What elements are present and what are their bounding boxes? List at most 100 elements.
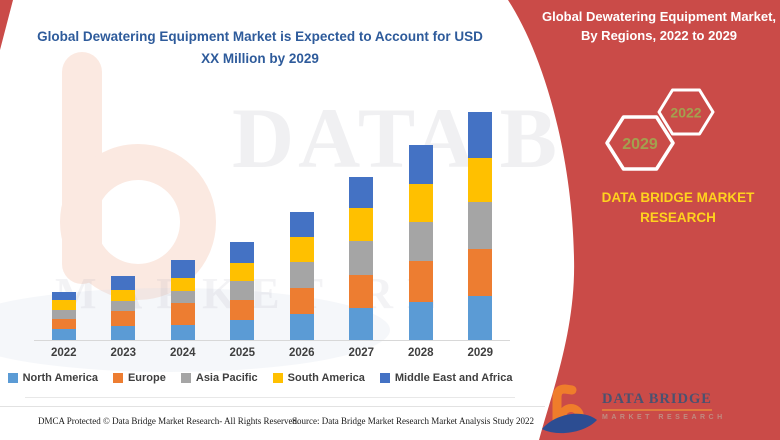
legend-label: Asia Pacific	[195, 372, 258, 384]
hexagon-2022	[657, 88, 715, 136]
bar-segment-north-america-2025	[230, 320, 255, 340]
side-panel-title: Global Dewatering Equipment Market, By R…	[541, 9, 777, 43]
side-panel-brand: DATA BRIDGE MARKET RESEARCH	[582, 188, 774, 229]
bar-segment-south-america-2022	[51, 300, 76, 310]
bar-segment-europe-2027	[349, 275, 374, 308]
bar-segment-asia-pacific-2028	[408, 222, 433, 261]
hexagon-2029	[605, 115, 675, 171]
bar-segment-north-america-2023	[111, 325, 136, 340]
footer-copyright: DMCA Protected © Data Bridge Market Rese…	[38, 416, 300, 426]
bar-group-2025: 2025	[213, 85, 273, 359]
stacked-bar-2025	[230, 242, 255, 340]
legend-swatch-icon	[180, 373, 191, 383]
bar-segment-europe-2029	[468, 248, 493, 296]
footer-source: Source: Data Bridge Market Research Mark…	[292, 416, 534, 426]
x-axis-label-2029: 2029	[467, 347, 494, 359]
stacked-bar-2028	[408, 145, 433, 340]
legend-item-middle-east-and-africa: Middle East and Africa	[379, 372, 513, 384]
legend-item-europe: Europe	[112, 372, 166, 384]
bar-group-2028: 2028	[391, 85, 451, 359]
legend-item-asia-pacific: Asia Pacific	[180, 372, 258, 384]
legend-swatch-icon	[379, 373, 390, 383]
plot-area: 2022 2023 2024 2025 2026 2027 2028 2029	[34, 85, 511, 359]
bar-segment-europe-2028	[408, 261, 433, 302]
x-axis-label-2023: 2023	[110, 347, 137, 359]
bar-segment-europe-2022	[51, 318, 76, 329]
stacked-bar-2029	[468, 111, 493, 340]
footer-divider-line	[0, 406, 545, 407]
logo-subtitle: MARKET RESEARCH	[602, 414, 726, 421]
bar-segment-asia-pacific-2027	[349, 240, 374, 275]
bar-segment-europe-2026	[289, 287, 314, 314]
bar-group-2022: 2022	[34, 85, 94, 359]
bar-segment-asia-pacific-2026	[289, 262, 314, 288]
bar-segment-south-america-2026	[289, 236, 314, 262]
bar-segment-asia-pacific-2023	[111, 301, 136, 311]
hexagon-2029-label: 2029	[622, 136, 658, 153]
bar-segment-north-america-2028	[408, 301, 433, 340]
bar-group-2023: 2023	[94, 85, 154, 359]
x-axis-label-2022: 2022	[50, 347, 77, 359]
bar-segment-south-america-2028	[408, 183, 433, 222]
bar-segment-south-america-2027	[349, 208, 374, 241]
bar-segment-middle-east-and-africa-2023	[111, 276, 136, 290]
legend-swatch-icon	[7, 373, 18, 383]
legend-label: Europe	[127, 372, 166, 384]
logo-text-block: DATA BRIDGE MARKET RESEARCH	[602, 390, 752, 421]
stacked-bar-2027	[349, 177, 374, 340]
bar-segment-asia-pacific-2025	[230, 281, 255, 300]
bar-segment-north-america-2026	[289, 313, 314, 340]
bar-segment-south-america-2029	[468, 157, 493, 202]
stacked-bar-2024	[170, 259, 195, 340]
bar-segment-north-america-2027	[349, 307, 374, 340]
brand-line-2: RESEARCH	[640, 210, 716, 226]
chart-title: Global Dewatering Equipment Market is Ex…	[37, 29, 483, 66]
stacked-bar-2023	[111, 276, 136, 340]
legend-swatch-icon	[272, 373, 283, 383]
bar-segment-north-america-2029	[468, 295, 493, 340]
bar-segment-middle-east-and-africa-2029	[468, 111, 493, 158]
bar-group-2024: 2024	[153, 85, 213, 359]
x-axis-label-2027: 2027	[348, 347, 375, 359]
bar-group-2029: 2029	[451, 85, 511, 359]
bar-segment-europe-2025	[230, 300, 255, 320]
bar-segment-middle-east-and-africa-2026	[289, 211, 314, 237]
legend-swatch-icon	[112, 373, 123, 383]
bar-segment-middle-east-and-africa-2022	[51, 291, 76, 300]
brand-line-1: DATA BRIDGE MARKET	[601, 190, 755, 205]
bar-segment-middle-east-and-africa-2025	[230, 242, 255, 263]
stacked-bar-2026	[289, 211, 314, 340]
hexagon-2022-label: 2022	[670, 105, 701, 121]
legend-item-south-america: South America	[272, 372, 365, 384]
bar-segment-europe-2024	[170, 303, 195, 325]
legend-divider-line	[25, 397, 515, 398]
bar-segment-middle-east-and-africa-2027	[349, 177, 374, 208]
legend-label: Middle East and Africa	[394, 372, 513, 384]
bar-segment-north-america-2022	[51, 329, 76, 340]
x-axis-label-2026: 2026	[288, 347, 315, 359]
bar-segment-middle-east-and-africa-2024	[170, 259, 195, 278]
legend-item-north-america: North America	[7, 372, 98, 384]
bar-segment-middle-east-and-africa-2028	[408, 145, 433, 184]
stacked-bar-2022	[51, 291, 76, 340]
bar-segment-asia-pacific-2024	[170, 290, 195, 303]
chart-legend: North America Europe Asia Pacific South Ame…	[7, 372, 513, 384]
logo-b-icon	[542, 384, 597, 434]
bar-segment-europe-2023	[111, 311, 136, 326]
x-axis-label-2028: 2028	[407, 347, 434, 359]
bar-segment-north-america-2024	[170, 324, 195, 340]
bar-segment-asia-pacific-2029	[468, 202, 493, 249]
bar-segment-south-america-2023	[111, 290, 136, 301]
x-axis-label-2025: 2025	[229, 347, 256, 359]
legend-label: South America	[287, 372, 365, 384]
x-axis-label-2024: 2024	[169, 347, 196, 359]
bar-group-2026: 2026	[272, 85, 332, 359]
bar-segment-south-america-2025	[230, 262, 255, 281]
logo-name: DATA BRIDGE	[602, 391, 712, 411]
bar-group-2027: 2027	[332, 85, 392, 359]
legend-label: North America	[22, 372, 98, 384]
bar-segment-asia-pacific-2022	[51, 310, 76, 319]
bar-segment-south-america-2024	[170, 278, 195, 291]
